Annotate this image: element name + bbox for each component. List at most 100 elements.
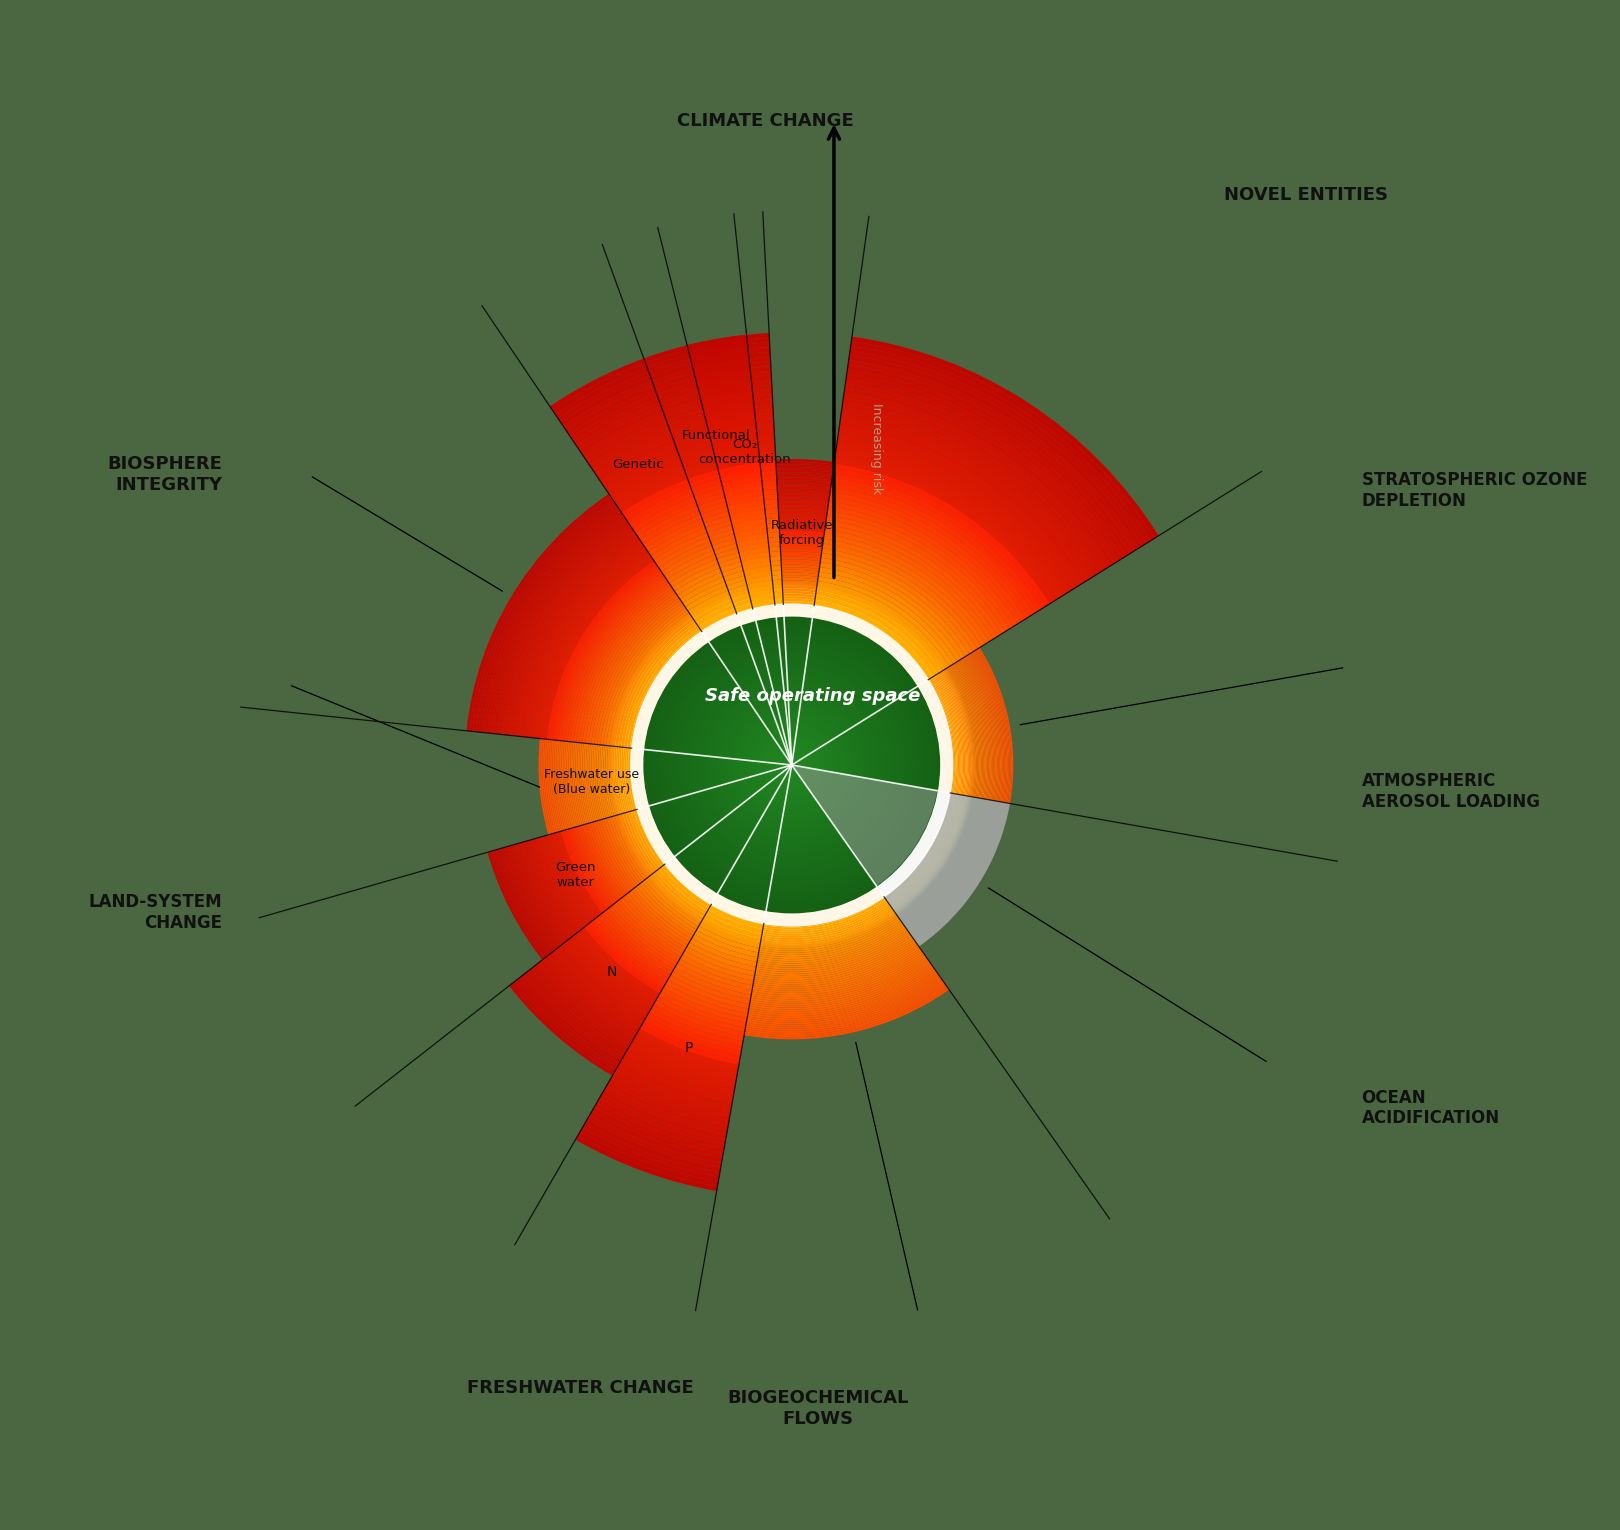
Circle shape (727, 701, 855, 829)
Wedge shape (742, 560, 781, 571)
Wedge shape (778, 496, 829, 502)
Wedge shape (757, 927, 907, 965)
Wedge shape (614, 1069, 731, 1117)
Wedge shape (753, 941, 917, 982)
Wedge shape (525, 840, 575, 936)
Wedge shape (580, 588, 674, 744)
Wedge shape (693, 930, 758, 958)
Circle shape (661, 635, 922, 895)
Wedge shape (620, 623, 698, 747)
Circle shape (752, 724, 833, 806)
Wedge shape (588, 823, 627, 895)
Wedge shape (755, 939, 915, 981)
Wedge shape (590, 921, 666, 987)
Circle shape (766, 739, 818, 791)
Wedge shape (931, 676, 957, 794)
Wedge shape (876, 791, 1009, 947)
Wedge shape (753, 942, 917, 984)
Wedge shape (779, 520, 826, 525)
Wedge shape (491, 514, 624, 733)
Wedge shape (761, 910, 894, 944)
Wedge shape (595, 745, 604, 819)
Wedge shape (533, 838, 582, 930)
Circle shape (612, 586, 972, 944)
Wedge shape (697, 370, 771, 387)
Wedge shape (825, 525, 998, 640)
Wedge shape (575, 742, 585, 825)
Circle shape (771, 744, 813, 786)
Wedge shape (501, 848, 556, 952)
Circle shape (617, 591, 967, 939)
Wedge shape (778, 503, 828, 509)
Wedge shape (616, 747, 624, 814)
Wedge shape (693, 600, 734, 623)
Wedge shape (750, 962, 932, 1008)
Wedge shape (778, 493, 829, 499)
Wedge shape (637, 809, 666, 864)
Circle shape (747, 721, 836, 809)
Wedge shape (672, 563, 721, 592)
Wedge shape (834, 454, 1058, 601)
Wedge shape (977, 649, 1011, 803)
Wedge shape (656, 372, 752, 399)
Wedge shape (727, 575, 773, 591)
Wedge shape (740, 551, 781, 562)
Wedge shape (836, 450, 1063, 598)
Wedge shape (682, 581, 727, 607)
Wedge shape (642, 640, 710, 750)
Wedge shape (940, 672, 967, 796)
Wedge shape (569, 390, 656, 438)
Wedge shape (601, 819, 638, 887)
Wedge shape (582, 412, 664, 457)
Text: FRESHWATER CHANGE: FRESHWATER CHANGE (467, 1379, 693, 1397)
Circle shape (690, 662, 894, 868)
Wedge shape (695, 487, 763, 506)
Circle shape (711, 685, 872, 845)
Wedge shape (697, 604, 735, 627)
Circle shape (611, 584, 972, 946)
Circle shape (609, 583, 974, 947)
Wedge shape (936, 675, 962, 794)
Circle shape (612, 584, 972, 946)
Circle shape (656, 629, 927, 901)
Circle shape (763, 736, 820, 794)
Wedge shape (583, 591, 676, 744)
Wedge shape (710, 428, 774, 442)
Wedge shape (595, 435, 672, 477)
Wedge shape (705, 409, 773, 424)
Wedge shape (781, 568, 820, 572)
Wedge shape (541, 739, 552, 834)
Wedge shape (492, 516, 625, 734)
Wedge shape (562, 741, 572, 829)
Wedge shape (693, 361, 771, 378)
Wedge shape (520, 842, 572, 939)
Wedge shape (829, 491, 1025, 621)
Wedge shape (841, 407, 1098, 575)
Wedge shape (514, 534, 637, 736)
Wedge shape (552, 363, 646, 415)
Circle shape (664, 636, 920, 894)
Wedge shape (954, 662, 983, 799)
Circle shape (671, 643, 914, 887)
Wedge shape (633, 632, 705, 748)
Wedge shape (700, 500, 765, 519)
Circle shape (672, 646, 910, 884)
Wedge shape (591, 598, 680, 744)
Wedge shape (620, 1057, 734, 1102)
Circle shape (640, 612, 944, 918)
Circle shape (714, 687, 870, 843)
Text: N: N (606, 965, 617, 979)
Wedge shape (721, 471, 776, 483)
Wedge shape (595, 916, 669, 981)
Wedge shape (701, 395, 773, 410)
Circle shape (779, 753, 804, 777)
Circle shape (710, 682, 875, 848)
Wedge shape (750, 594, 782, 603)
Wedge shape (925, 681, 949, 793)
Wedge shape (782, 594, 815, 598)
Wedge shape (755, 612, 784, 621)
Wedge shape (596, 745, 606, 819)
Wedge shape (716, 894, 766, 915)
Wedge shape (784, 604, 815, 609)
Wedge shape (823, 543, 982, 649)
